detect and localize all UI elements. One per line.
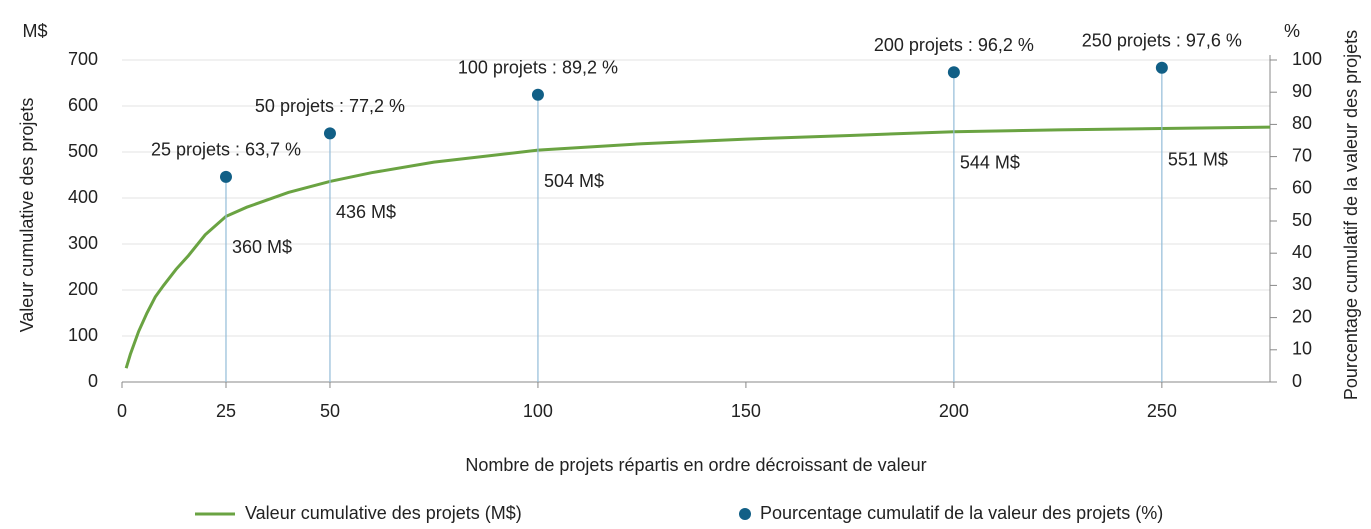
legend-label: Valeur cumulative des projets (M$) (245, 503, 522, 523)
y2-tick-label: 100 (1292, 49, 1322, 69)
x-tick-label: 250 (1147, 401, 1177, 421)
y2-tick-label: 20 (1292, 306, 1312, 326)
legend-dot (739, 508, 751, 520)
x-tick-label: 50 (320, 401, 340, 421)
x-tick-label: 0 (117, 401, 127, 421)
y2-tick-label: 40 (1292, 242, 1312, 262)
point (323, 127, 336, 140)
point-label: 250 projets : 97,6 % (1082, 30, 1242, 50)
point-label: 100 projets : 89,2 % (458, 58, 618, 78)
y-axis-label: Valeur cumulative des projets (17, 98, 37, 333)
x-tick-label: 150 (731, 401, 761, 421)
y2-tick-label: 50 (1292, 210, 1312, 230)
y2-tick-label: 10 (1292, 339, 1312, 359)
x-axis-label: Nombre de projets répartis en ordre décr… (465, 455, 926, 475)
y-tick-label: 300 (68, 233, 98, 253)
point-label: 200 projets : 96,2 % (874, 35, 1034, 55)
x-tick-label: 200 (939, 401, 969, 421)
point-label: 50 projets : 77,2 % (255, 96, 405, 116)
legend-label: Pourcentage cumulatif de la valeur des p… (760, 503, 1163, 523)
y-unit: M$ (22, 21, 47, 41)
point (219, 170, 232, 183)
line-series (124, 125, 1271, 369)
point (1155, 61, 1168, 74)
y2-tick-label: 60 (1292, 178, 1312, 198)
y2-tick-label: 30 (1292, 274, 1312, 294)
value-annotation: 544 M$ (960, 153, 1020, 173)
point-label: 25 projets : 63,7 % (151, 140, 301, 160)
value-annotation: 436 M$ (336, 202, 396, 222)
y-tick-label: 500 (68, 141, 98, 161)
y2-unit: % (1284, 21, 1300, 41)
x-tick-label: 25 (216, 401, 236, 421)
value-annotation: 551 M$ (1168, 149, 1228, 169)
y-tick-label: 100 (68, 325, 98, 345)
y-tick-label: 700 (68, 49, 98, 69)
y-tick-label: 0 (88, 371, 98, 391)
value-annotation: 504 M$ (544, 171, 604, 191)
point (947, 66, 960, 79)
x-tick-label: 100 (523, 401, 553, 421)
y-tick-label: 200 (68, 279, 98, 299)
y2-axis-label: Pourcentage cumulatif de la valeur des p… (1341, 30, 1361, 400)
y2-tick-label: 0 (1292, 371, 1302, 391)
y2-tick-label: 90 (1292, 81, 1312, 101)
point (531, 88, 544, 101)
y2-tick-label: 70 (1292, 145, 1312, 165)
value-annotation: 360 M$ (232, 237, 292, 257)
y-tick-label: 400 (68, 187, 98, 207)
y2-tick-label: 80 (1292, 113, 1312, 133)
y-tick-label: 600 (68, 95, 98, 115)
